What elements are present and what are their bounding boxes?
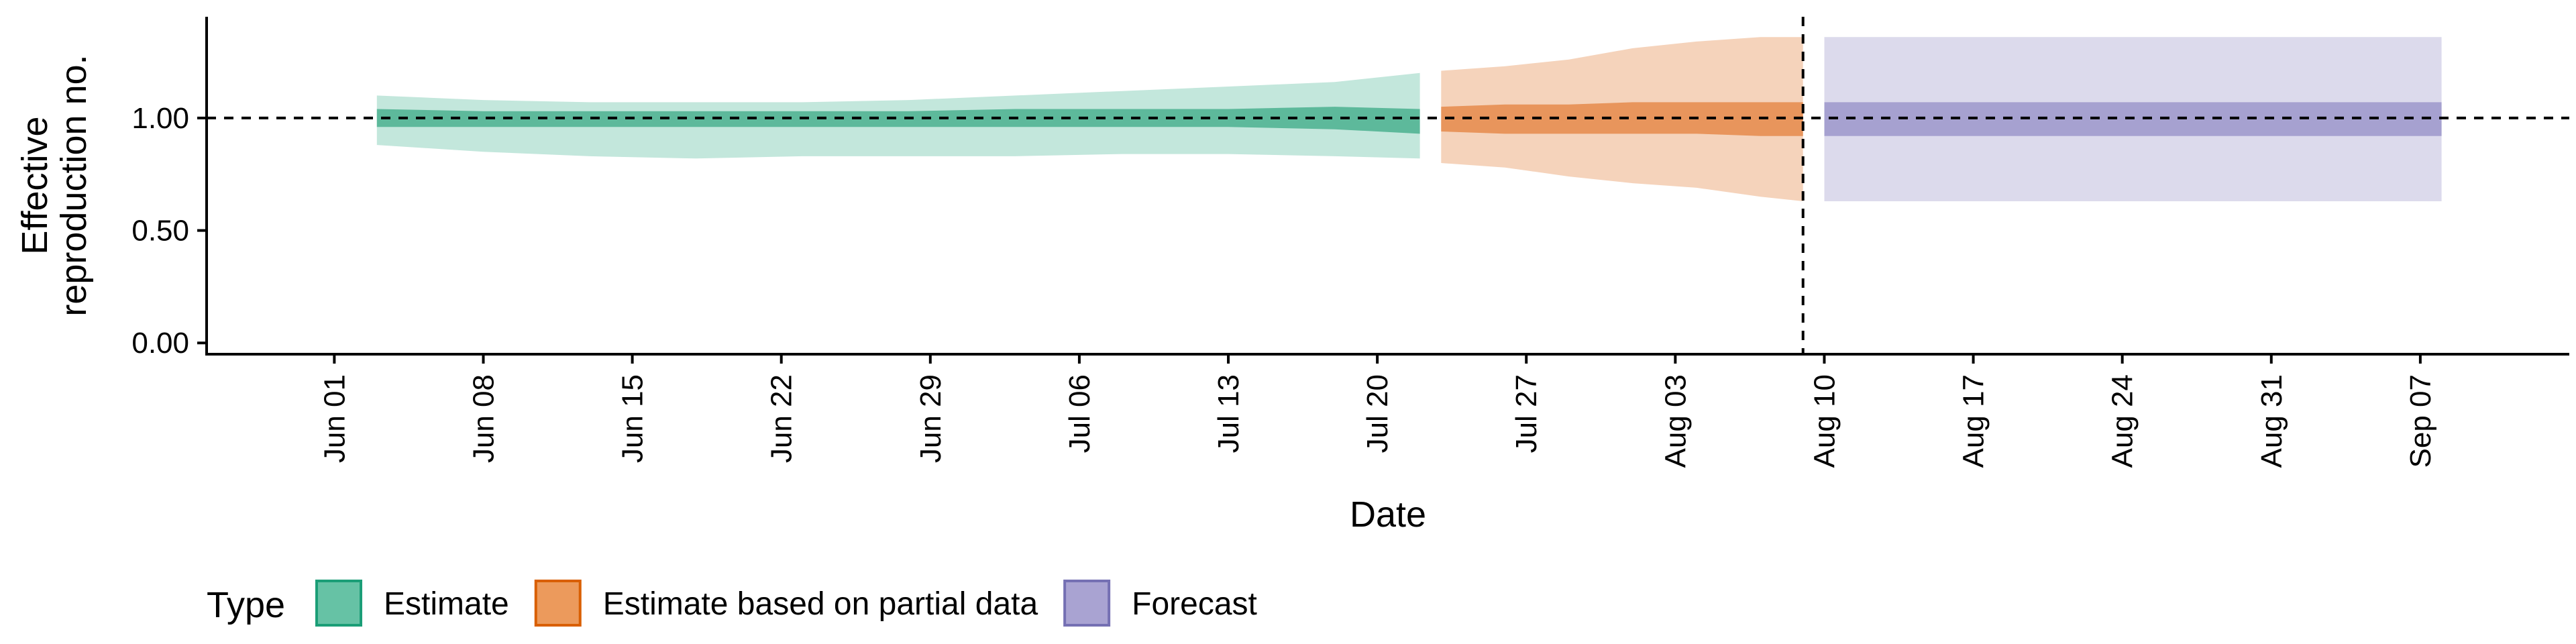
x-tick-label: Aug 24: [2106, 374, 2139, 468]
y-tick-label: 0.50: [131, 215, 189, 248]
legend-label: Forecast: [1132, 586, 1257, 622]
legend: Type Estimate Estimate based on partial da…: [207, 580, 1257, 627]
axes-layer: 0.00 0.50 1.00 Jun 01 Jun 08 Jun 15 Jun 22 Jun …: [131, 17, 2569, 468]
x-tick-label: Jun 29: [914, 374, 947, 463]
legend-swatch: [534, 580, 582, 627]
series-0: [376, 72, 1420, 159]
x-tick-label: Aug 10: [1809, 374, 1841, 468]
legend-item: Estimate based on partial data: [534, 580, 1038, 627]
x-tick-label: Jul 13: [1212, 374, 1245, 453]
reference-lines-layer: [207, 17, 2569, 354]
legend-item: Forecast: [1063, 580, 1257, 627]
x-tick-label: Jul 20: [1361, 374, 1394, 453]
y-axis-title-line: reproduction no.: [54, 54, 94, 316]
legend-label: Estimate: [384, 586, 509, 622]
x-axis-title: Date: [1350, 494, 1426, 535]
x-tick-label: Jun 01: [318, 374, 351, 463]
x-tick-label: Jun 08: [468, 374, 500, 463]
y-axis-title-line: Effective: [15, 116, 55, 254]
x-tick-label: Aug 17: [1957, 374, 1990, 468]
legend-title: Type: [207, 585, 285, 625]
legend-swatch: [315, 580, 362, 627]
band-50-0: [376, 107, 1420, 134]
x-tick-label: Jun 22: [765, 374, 798, 463]
x-tick-label: Jul 06: [1063, 374, 1096, 453]
x-tick-label: Aug 31: [2255, 374, 2288, 468]
x-tick-label: Sep 07: [2404, 374, 2437, 468]
x-tick-label: Jul 27: [1510, 374, 1543, 453]
x-tick-label: Aug 03: [1659, 374, 1692, 468]
x-tick-label: Jun 15: [616, 374, 649, 463]
legend-swatch: [1063, 580, 1111, 627]
legend-item: Estimate: [315, 580, 509, 627]
y-tick-label: 1.00: [131, 102, 189, 135]
legend-label: Estimate based on partial data: [603, 586, 1038, 622]
y-tick-label: 0.00: [131, 327, 189, 360]
